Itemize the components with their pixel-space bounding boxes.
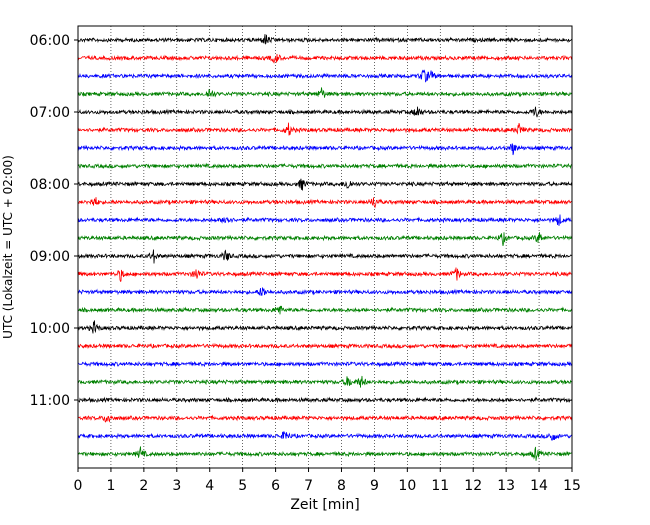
x-tick-label: 9: [370, 478, 379, 494]
y-tick-label: 06:00: [30, 33, 70, 49]
x-tick-label: 15: [563, 478, 581, 494]
x-tick-label: 8: [337, 478, 346, 494]
y-tick-label: 10:00: [30, 321, 70, 337]
x-tick-label: 3: [172, 478, 181, 494]
x-tick-label: 14: [530, 478, 548, 494]
trace-line: [77, 214, 573, 226]
x-tick-label: 2: [139, 478, 148, 494]
trace-line: [77, 34, 573, 45]
y-tick-label: 07:00: [30, 105, 70, 121]
x-tick-label: 13: [497, 478, 515, 494]
x-tick-label: 1: [106, 478, 115, 494]
trace-line: [77, 287, 573, 296]
trace-line: [77, 342, 573, 350]
trace-line: [77, 69, 573, 83]
y-tick-label: 08:00: [30, 177, 70, 193]
trace-line: [77, 162, 573, 170]
trace-line: [77, 375, 573, 388]
x-tick-label: 10: [398, 478, 416, 494]
y-tick-label: 11:00: [30, 393, 70, 409]
x-tick-label: 0: [74, 478, 83, 494]
trace-line: [77, 232, 573, 247]
y-tick-label: 09:00: [30, 249, 70, 265]
x-tick-label: 4: [205, 478, 214, 494]
x-tick-label: 12: [464, 478, 482, 494]
trace-line: [77, 122, 573, 136]
x-tick-label: 5: [238, 478, 247, 494]
trace-line: [77, 249, 573, 264]
trace-line: [77, 267, 573, 282]
x-tick-label: 7: [304, 478, 313, 494]
y-axis-label: UTC (Lokalzeit = UTC + 02:00): [1, 155, 15, 339]
trace-line: [77, 87, 573, 98]
plot-frame: [77, 25, 573, 469]
trace-line: [77, 305, 573, 315]
traces: [77, 34, 573, 461]
trace-line: [77, 360, 573, 368]
ticks: 0 1 2 3 4 5 6 7 8 9 10 11 12 13 14 1506:0007:0008:0009:…: [30, 33, 581, 494]
trace-line: [77, 143, 573, 156]
trace-line: [77, 446, 573, 461]
trace-line: [77, 178, 573, 191]
trace-line: [77, 106, 573, 118]
trace-line: [77, 53, 573, 64]
trace-line: [77, 320, 573, 334]
x-axis-label: Zeit [min]: [290, 497, 359, 513]
trace-line: [77, 431, 573, 442]
trace-line: [77, 396, 573, 404]
trace-line: [77, 414, 573, 423]
x-tick-label: 6: [271, 478, 280, 494]
x-tick-label: 11: [431, 478, 449, 494]
trace-line: [77, 197, 573, 209]
